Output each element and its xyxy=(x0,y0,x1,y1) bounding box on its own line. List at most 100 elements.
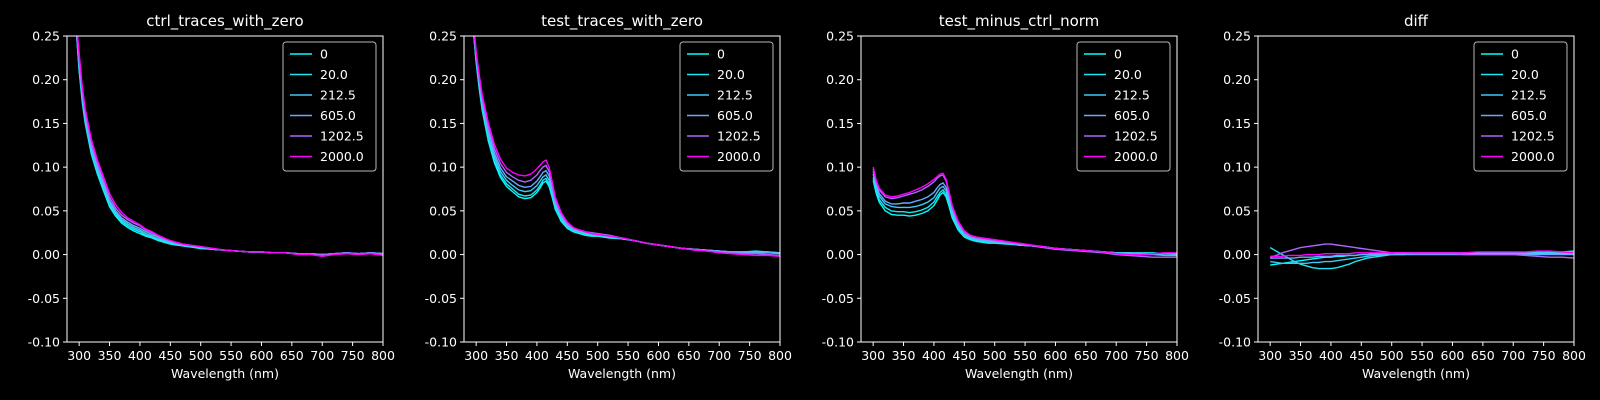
legend-label: 20.0 xyxy=(1114,67,1142,82)
series-group xyxy=(76,36,383,258)
x-tick-label: 300 xyxy=(464,348,488,363)
legend-label: 0 xyxy=(1511,47,1519,62)
legend-label: 212.5 xyxy=(717,88,753,103)
plot-frame xyxy=(463,35,781,343)
x-tick-label: 700 xyxy=(1501,348,1525,363)
y-tick-label: -0.05 xyxy=(28,291,60,306)
x-tick-label: 600 xyxy=(647,348,671,363)
legend-label: 1202.5 xyxy=(1114,129,1158,144)
x-tick-label: 700 xyxy=(1104,348,1128,363)
x-tick-label: 550 xyxy=(1013,348,1037,363)
plot-frame xyxy=(860,35,1178,343)
y-tick-label: 0.25 xyxy=(826,29,854,44)
chart-panel-4: diff 300 350 400 450 500 550 600 650 700 750 800 -0.… xyxy=(1219,12,1586,381)
chart-title: test_traces_with_zero xyxy=(541,12,703,31)
x-tick-label: 500 xyxy=(189,348,213,363)
legend-label: 605.0 xyxy=(320,108,356,123)
plot-frame xyxy=(66,35,384,343)
chart-title: ctrl_traces_with_zero xyxy=(146,12,303,31)
chart-panel-2: test_traces_with_zero 300 350 400 450 500 550 6… xyxy=(425,12,792,381)
y-tick-label: -0.05 xyxy=(425,291,457,306)
y-tick-label: 0.15 xyxy=(826,116,854,131)
y-tick-label: 0.05 xyxy=(1223,203,1251,218)
y-tick-label: 0.25 xyxy=(1223,29,1251,44)
x-tick-label: 600 xyxy=(1044,348,1068,363)
y-tick-label: -0.10 xyxy=(425,335,457,350)
legend-label: 20.0 xyxy=(1511,67,1539,82)
x-tick-label: 750 xyxy=(1135,348,1159,363)
x-tick-label: 750 xyxy=(341,348,365,363)
y-tick-label: 0.00 xyxy=(1223,247,1251,262)
chart-panel-3: test_minus_ctrl_norm 300 350 400 450 500 550 60… xyxy=(822,12,1189,381)
y-tick-label: 0.20 xyxy=(429,72,457,87)
x-tick-label: 550 xyxy=(1410,348,1434,363)
x-tick-label: 800 xyxy=(1165,348,1189,363)
x-tick-label: 400 xyxy=(922,348,946,363)
y-tick-label: -0.05 xyxy=(822,291,854,306)
x-tick-label: 350 xyxy=(98,348,122,363)
y-tick-label: 0.15 xyxy=(1223,116,1251,131)
legend-label: 0 xyxy=(717,47,725,62)
y-tick-label: 0.05 xyxy=(826,203,854,218)
x-tick-label: 550 xyxy=(219,348,243,363)
y-tick-label: 0.20 xyxy=(826,72,854,87)
x-tick-label: 750 xyxy=(1532,348,1556,363)
legend: 0 20.0 212.5 605.0 1202.5 2000.0 xyxy=(679,41,774,172)
y-tick-label: 0.25 xyxy=(32,29,60,44)
x-tick-label: 450 xyxy=(952,348,976,363)
x-tick-label: 650 xyxy=(1074,348,1098,363)
series-group xyxy=(473,36,780,257)
x-tick-label: 350 xyxy=(892,348,916,363)
x-axis-label: Wavelength (nm) xyxy=(171,366,279,381)
x-tick-label: 650 xyxy=(1471,348,1495,363)
series-group xyxy=(1269,243,1574,270)
legend: 0 20.0 212.5 605.0 1202.5 2000.0 xyxy=(1473,41,1568,172)
y-tick-label: 0.05 xyxy=(32,203,60,218)
legend-label: 1202.5 xyxy=(1511,129,1555,144)
series-line-212.5 xyxy=(1270,251,1574,264)
x-tick-label: 600 xyxy=(250,348,274,363)
x-axis-label: Wavelength (nm) xyxy=(568,366,676,381)
legend-label: 2000.0 xyxy=(1511,149,1555,164)
series-group xyxy=(872,166,1177,258)
series-line-2000.0 xyxy=(872,166,1177,256)
x-tick-label: 400 xyxy=(128,348,152,363)
legend-label: 0 xyxy=(1114,47,1122,62)
y-tick-label: 0.00 xyxy=(429,247,457,262)
x-tick-label: 550 xyxy=(616,348,640,363)
x-tick-label: 350 xyxy=(1289,348,1313,363)
x-tick-label: 500 xyxy=(586,348,610,363)
legend-label: 605.0 xyxy=(1511,108,1547,123)
y-tick-label: 0.10 xyxy=(826,160,854,175)
x-tick-label: 750 xyxy=(738,348,762,363)
legend-label: 212.5 xyxy=(1511,88,1547,103)
y-tick-label: -0.10 xyxy=(822,335,854,350)
legend-label: 212.5 xyxy=(1114,88,1150,103)
legend-label: 1202.5 xyxy=(320,129,364,144)
x-tick-label: 300 xyxy=(861,348,885,363)
series-line-2000.0 xyxy=(1270,250,1574,257)
legend-label: 20.0 xyxy=(320,67,348,82)
x-tick-label: 500 xyxy=(983,348,1007,363)
y-tick-label: -0.10 xyxy=(1219,335,1251,350)
x-tick-label: 800 xyxy=(1562,348,1586,363)
legend-label: 212.5 xyxy=(320,88,356,103)
chart-panel-1: ctrl_traces_with_zero 300 350 400 450 500 550 6… xyxy=(28,12,395,381)
y-tick-label: 0.20 xyxy=(1223,72,1251,87)
x-tick-label: 500 xyxy=(1380,348,1404,363)
legend-label: 20.0 xyxy=(717,67,745,82)
y-tick-label: 0.00 xyxy=(32,247,60,262)
x-tick-label: 400 xyxy=(525,348,549,363)
legend: 0 20.0 212.5 605.0 1202.5 2000.0 xyxy=(282,41,377,172)
legend-label: 0 xyxy=(320,47,328,62)
legend-label: 2000.0 xyxy=(320,149,364,164)
legend: 0 20.0 212.5 605.0 1202.5 2000.0 xyxy=(1076,41,1171,172)
x-axis-label: Wavelength (nm) xyxy=(1362,366,1470,381)
series-line-2000.0 xyxy=(474,36,780,257)
x-tick-label: 300 xyxy=(1258,348,1282,363)
x-tick-label: 400 xyxy=(1319,348,1343,363)
y-tick-label: 0.10 xyxy=(32,160,60,175)
x-tick-label: 650 xyxy=(280,348,304,363)
x-axis-label: Wavelength (nm) xyxy=(965,366,1073,381)
